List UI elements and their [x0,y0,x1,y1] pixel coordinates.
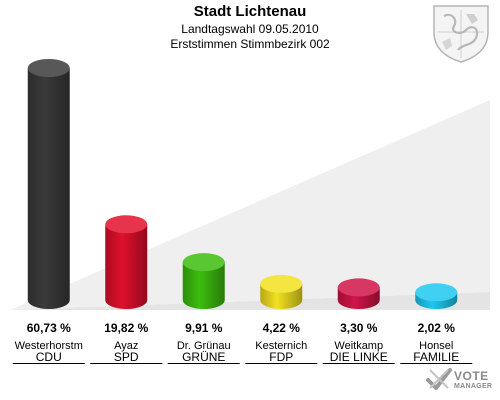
chart-backdrop [10,100,490,310]
bar-grüne [182,253,225,309]
bar-spd [105,215,148,309]
candidate-label: Ayaz [114,340,138,352]
value-label: 60,73 % [27,321,71,335]
candidate-label: Honsel [419,340,453,352]
bar-top [415,283,458,302]
bar-cdu [27,59,70,309]
candidate-label: Weitkamp [334,340,383,352]
chart-title: Stadt Lichtenau [193,3,307,20]
party-label: GRÜNE [182,350,225,364]
chart-subtitle: Landtagswahl 09.05.2010 [181,22,319,36]
bar-fdp [260,274,303,309]
candidate-label: Kesternich [255,340,307,352]
bar-body [182,262,225,309]
value-label: 2,02 % [418,321,456,335]
party-label: FAMILIE [413,350,459,364]
value-label: 4,22 % [263,321,301,335]
brand-name: VOTE [454,369,489,383]
brand-subtitle: MANAGER [454,383,493,390]
chart-subtitle-2: Erststimmen Stimmbezirk 002 [170,37,330,51]
bar-top [260,274,303,293]
value-label: 19,82 % [104,321,148,335]
candidate-label: Dr. Grünau [177,340,231,352]
vote-manager-logo-icon [426,368,452,390]
bar-top [105,215,148,234]
bar-body [105,224,148,309]
bar-body [27,68,70,309]
value-label: 9,91 % [185,321,223,335]
bar-top [337,278,380,297]
candidate-label: Westerhorstm [15,340,83,352]
party-label: DIE LINKE [330,350,388,364]
value-label: 3,30 % [340,321,378,335]
bar-top [27,59,70,77]
bar-top [182,253,225,272]
party-label: FDP [269,350,293,364]
bar-familie [415,283,458,309]
coat-of-arms-icon [433,5,489,63]
party-label: SPD [114,350,139,364]
bar-die-linke [337,278,380,309]
party-label: CDU [36,350,62,364]
